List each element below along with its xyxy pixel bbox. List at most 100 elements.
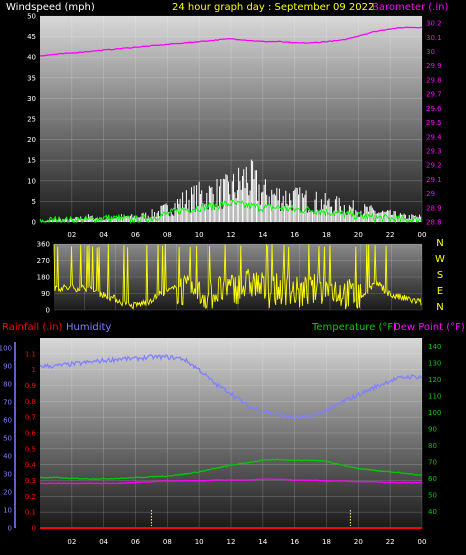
rain-ytick-0.4: 0.4 bbox=[25, 461, 37, 469]
temp-x-tick-20: 20 bbox=[354, 538, 363, 546]
baro-ytick-30.2: 30.2 bbox=[426, 20, 442, 28]
dir-ytick-90: 90 bbox=[41, 290, 50, 298]
wind-x-tick-06: 06 bbox=[131, 231, 140, 239]
temp-x-tick-00: 00 bbox=[418, 538, 427, 546]
rain-ytick-0: 0 bbox=[32, 525, 36, 533]
wind-x-tick-14: 14 bbox=[258, 231, 267, 239]
barometer-series bbox=[39, 26, 423, 57]
baro-ytick-29.9: 29.9 bbox=[426, 62, 442, 70]
baro-ytick-29.2: 29.2 bbox=[426, 162, 442, 170]
temp-ytick-40: 40 bbox=[428, 508, 437, 516]
hum-ytick-0: 0 bbox=[8, 525, 12, 533]
rain-ytick-0.2: 0.2 bbox=[25, 493, 36, 501]
dir-ytick-180: 180 bbox=[37, 274, 50, 282]
rain-ytick-0.9: 0.9 bbox=[25, 382, 36, 390]
compass-N-0: N bbox=[436, 238, 443, 249]
wind-x-tick-08: 08 bbox=[163, 231, 172, 239]
wind-x-tick-10: 10 bbox=[195, 231, 204, 239]
compass-N-4: N bbox=[436, 302, 443, 313]
temp-x-tick-16: 16 bbox=[290, 538, 299, 546]
rain-ytick-0.7: 0.7 bbox=[25, 414, 36, 422]
hum-ytick-100: 100 bbox=[0, 345, 12, 353]
windspeed-label: Windspeed (mph) bbox=[6, 2, 95, 13]
hum-ytick-90: 90 bbox=[3, 363, 12, 371]
temp-x-tick-08: 08 bbox=[163, 538, 172, 546]
date-label: 24 hour graph day : September 09 2022 bbox=[172, 2, 374, 13]
temperature-series bbox=[39, 458, 423, 480]
temp-x-tick-04: 04 bbox=[99, 538, 108, 546]
hum-ytick-40: 40 bbox=[3, 453, 12, 461]
rain-ytick-0.6: 0.6 bbox=[25, 430, 37, 438]
wind-x-tick-16: 16 bbox=[290, 231, 299, 239]
temp-ytick-80: 80 bbox=[428, 442, 437, 450]
temperature-label: Temperature (°F) bbox=[311, 322, 397, 333]
rainfall-label: Rainfall (.in) bbox=[2, 322, 63, 333]
baro-ytick-29.4: 29.4 bbox=[426, 133, 442, 141]
wind-ytick-30: 30 bbox=[27, 95, 36, 103]
hum-ytick-30: 30 bbox=[3, 471, 12, 479]
compass-E-3: E bbox=[437, 286, 443, 297]
baro-ytick-29.1: 29.1 bbox=[426, 176, 442, 184]
rain-ytick-1: 1 bbox=[32, 366, 36, 374]
humidity-series bbox=[39, 354, 423, 421]
temp-x-tick-18: 18 bbox=[322, 538, 331, 546]
temp-ytick-140: 140 bbox=[428, 343, 441, 351]
wind-x-tick-12: 12 bbox=[227, 231, 236, 239]
dir-ytick-270: 270 bbox=[37, 257, 50, 265]
barometer-label: Barometer (.in) bbox=[372, 2, 448, 13]
hum-ytick-70: 70 bbox=[3, 399, 12, 407]
hum-ytick-60: 60 bbox=[3, 417, 12, 425]
wind-ytick-0: 0 bbox=[32, 219, 36, 227]
dir-ytick-0: 0 bbox=[46, 307, 50, 315]
wind-x-tick-02: 02 bbox=[67, 231, 76, 239]
wind-ytick-20: 20 bbox=[27, 136, 36, 144]
baro-ytick-29.3: 29.3 bbox=[426, 147, 442, 155]
temp-ytick-60: 60 bbox=[428, 475, 437, 483]
wind-avg-series bbox=[39, 199, 422, 224]
wind-x-tick-00: 00 bbox=[418, 231, 427, 239]
temp-ytick-100: 100 bbox=[428, 409, 441, 417]
wind-ytick-15: 15 bbox=[27, 157, 36, 165]
temp-x-tick-06: 06 bbox=[131, 538, 140, 546]
rain-ytick-0.8: 0.8 bbox=[25, 398, 36, 406]
wind-x-tick-22: 22 bbox=[386, 231, 395, 239]
rain-ytick-0.1: 0.1 bbox=[25, 509, 36, 517]
hum-ytick-80: 80 bbox=[3, 381, 12, 389]
baro-ytick-28.9: 28.9 bbox=[426, 204, 442, 212]
temp-x-tick-22: 22 bbox=[386, 538, 395, 546]
baro-ytick-30.1: 30.1 bbox=[426, 34, 442, 42]
baro-ytick-29: 29 bbox=[426, 190, 435, 198]
wind-x-tick-04: 04 bbox=[99, 231, 108, 239]
temp-ytick-120: 120 bbox=[428, 376, 441, 384]
rain-ytick-1.1: 1.1 bbox=[25, 350, 36, 358]
temp-ytick-70: 70 bbox=[428, 458, 437, 466]
temp-ytick-130: 130 bbox=[428, 359, 441, 367]
temp-ytick-50: 50 bbox=[428, 491, 437, 499]
dewpoint-label: Dew Point (°F) bbox=[393, 322, 465, 333]
hum-ytick-10: 10 bbox=[3, 507, 12, 515]
temp-ytick-110: 110 bbox=[428, 392, 441, 400]
wind-ytick-40: 40 bbox=[27, 54, 36, 62]
compass-W-1: W bbox=[435, 254, 445, 265]
direction-series bbox=[53, 244, 422, 310]
wind-ytick-25: 25 bbox=[27, 116, 36, 124]
wind-x-tick-18: 18 bbox=[322, 231, 331, 239]
temp-x-tick-12: 12 bbox=[227, 538, 236, 546]
dewpoint-series bbox=[39, 478, 423, 485]
temp-x-tick-02: 02 bbox=[67, 538, 76, 546]
rain-ytick-0.3: 0.3 bbox=[25, 477, 36, 485]
baro-ytick-29.7: 29.7 bbox=[426, 91, 442, 99]
temp-x-tick-14: 14 bbox=[258, 538, 267, 546]
wind-ytick-45: 45 bbox=[27, 33, 36, 41]
wind-ytick-50: 50 bbox=[27, 13, 36, 21]
temperature-chart: 0 0.1 0.2 0.3 0.4 0.5 0.6 0.7 0.8 0.9 1 1.1 0 10 20 30 4… bbox=[0, 338, 441, 546]
wind-ytick-10: 10 bbox=[27, 177, 36, 185]
rain-ytick-0.5: 0.5 bbox=[25, 445, 36, 453]
wind-ytick-35: 35 bbox=[27, 74, 36, 82]
wind-chart: 0 5 10 15 20 25 30 35 40 45 50 28.8 28.9 29 29.1 29.2 29… bbox=[27, 13, 442, 240]
baro-ytick-29.5: 29.5 bbox=[426, 119, 442, 127]
humidity-label: Humidity bbox=[66, 322, 111, 333]
baro-ytick-29.6: 29.6 bbox=[426, 105, 442, 113]
